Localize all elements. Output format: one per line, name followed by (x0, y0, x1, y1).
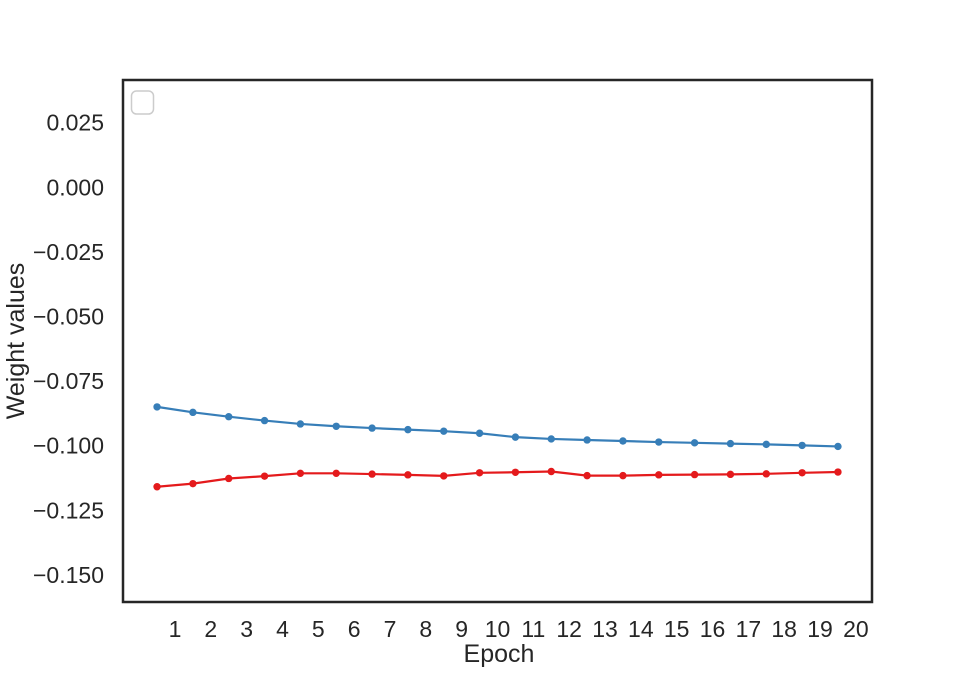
blue-weight-marker (726, 439, 735, 448)
x-tick-label: 8 (419, 616, 432, 642)
red-weight-marker (153, 483, 161, 491)
red-weight-marker (475, 469, 484, 477)
red-weight-marker (798, 469, 806, 477)
red-weight-marker (834, 468, 842, 476)
red-weight-marker (619, 471, 627, 480)
red-weight-marker (583, 471, 591, 480)
red-weight-marker (260, 472, 269, 480)
y-tick-label: −0.150 (33, 562, 104, 588)
blue-weight-marker (511, 433, 520, 441)
x-tick-label: 16 (700, 616, 726, 642)
red-weight-marker (368, 470, 376, 478)
blue-weight-marker (260, 416, 269, 425)
x-tick-label: 13 (592, 616, 618, 642)
x-tick-label: 4 (276, 616, 289, 642)
blue-weight-marker (834, 442, 842, 451)
y-tick-label: 0.025 (46, 110, 104, 136)
y-tick-label: 0.000 (46, 174, 104, 200)
blue-weight-marker (404, 425, 412, 434)
blue-weight-marker (440, 427, 448, 435)
blue-weight-marker (189, 408, 197, 417)
x-tick-label: 14 (628, 616, 654, 642)
red-weight-marker (547, 467, 555, 476)
red-weight-marker (726, 470, 735, 479)
x-axis-label: Epoch (464, 640, 535, 668)
x-tick-label: 3 (240, 616, 253, 642)
legend-box (130, 90, 155, 115)
blue-weight-marker (655, 438, 663, 446)
blue-weight-marker (225, 413, 233, 421)
x-tick-label: 17 (736, 616, 762, 642)
x-tick-label: 10 (485, 616, 511, 642)
x-tick-label: 5 (312, 616, 325, 642)
red-weight-marker (511, 468, 520, 476)
y-axis-label: Weight values (2, 263, 30, 420)
blue-weight-marker (583, 436, 591, 444)
red-weight-marker (225, 474, 233, 483)
x-tick-label: 15 (664, 616, 690, 642)
red-weight-marker (332, 469, 340, 478)
blue-weight-marker (547, 435, 555, 443)
blue-weight-marker (798, 441, 806, 450)
y-tick-label: −0.025 (33, 239, 104, 265)
red-weight-line (155, 470, 840, 488)
x-tick-label: 2 (204, 616, 217, 642)
red-weight-marker (655, 471, 663, 479)
x-tick-label: 7 (384, 616, 397, 642)
y-tick-label: −0.100 (33, 433, 104, 459)
y-tick-label: −0.075 (33, 368, 104, 394)
x-tick-label: 18 (771, 616, 797, 642)
blue-weight-marker (619, 437, 627, 445)
x-tick-label: 12 (556, 616, 582, 642)
x-tick-label: 20 (843, 616, 869, 642)
y-tick-label: −0.125 (33, 497, 104, 523)
blue-weight-marker (332, 422, 340, 430)
blue-weight-marker (296, 420, 305, 428)
x-tick-label: 9 (455, 616, 468, 642)
red-weight-marker (296, 469, 305, 478)
red-weight-marker (440, 472, 448, 480)
red-weight-marker (189, 479, 197, 488)
blue-weight-marker (153, 403, 161, 411)
x-tick-label: 1 (169, 616, 182, 642)
red-weight-marker (690, 470, 699, 479)
plot-border (121, 78, 874, 604)
blue-weight-line (155, 405, 840, 448)
red-weight-marker (404, 471, 412, 479)
red-weight-marker (762, 470, 770, 478)
x-tick-label: 6 (348, 616, 361, 642)
x-tick-label: 11 (521, 616, 545, 642)
blue-weight-marker (762, 440, 770, 449)
series-layer (153, 403, 842, 491)
tick-layer: 1 2 3 4 5 6 7 8 9 10 11 12 13 14 15 16 17 18 19 200.0250.00… (33, 110, 869, 642)
y-tick-label: −0.050 (33, 304, 104, 330)
blue-weight-marker (368, 424, 376, 432)
blue-weight-marker (475, 429, 484, 437)
x-tick-label: 19 (807, 616, 833, 642)
blue-weight-marker (690, 439, 699, 447)
